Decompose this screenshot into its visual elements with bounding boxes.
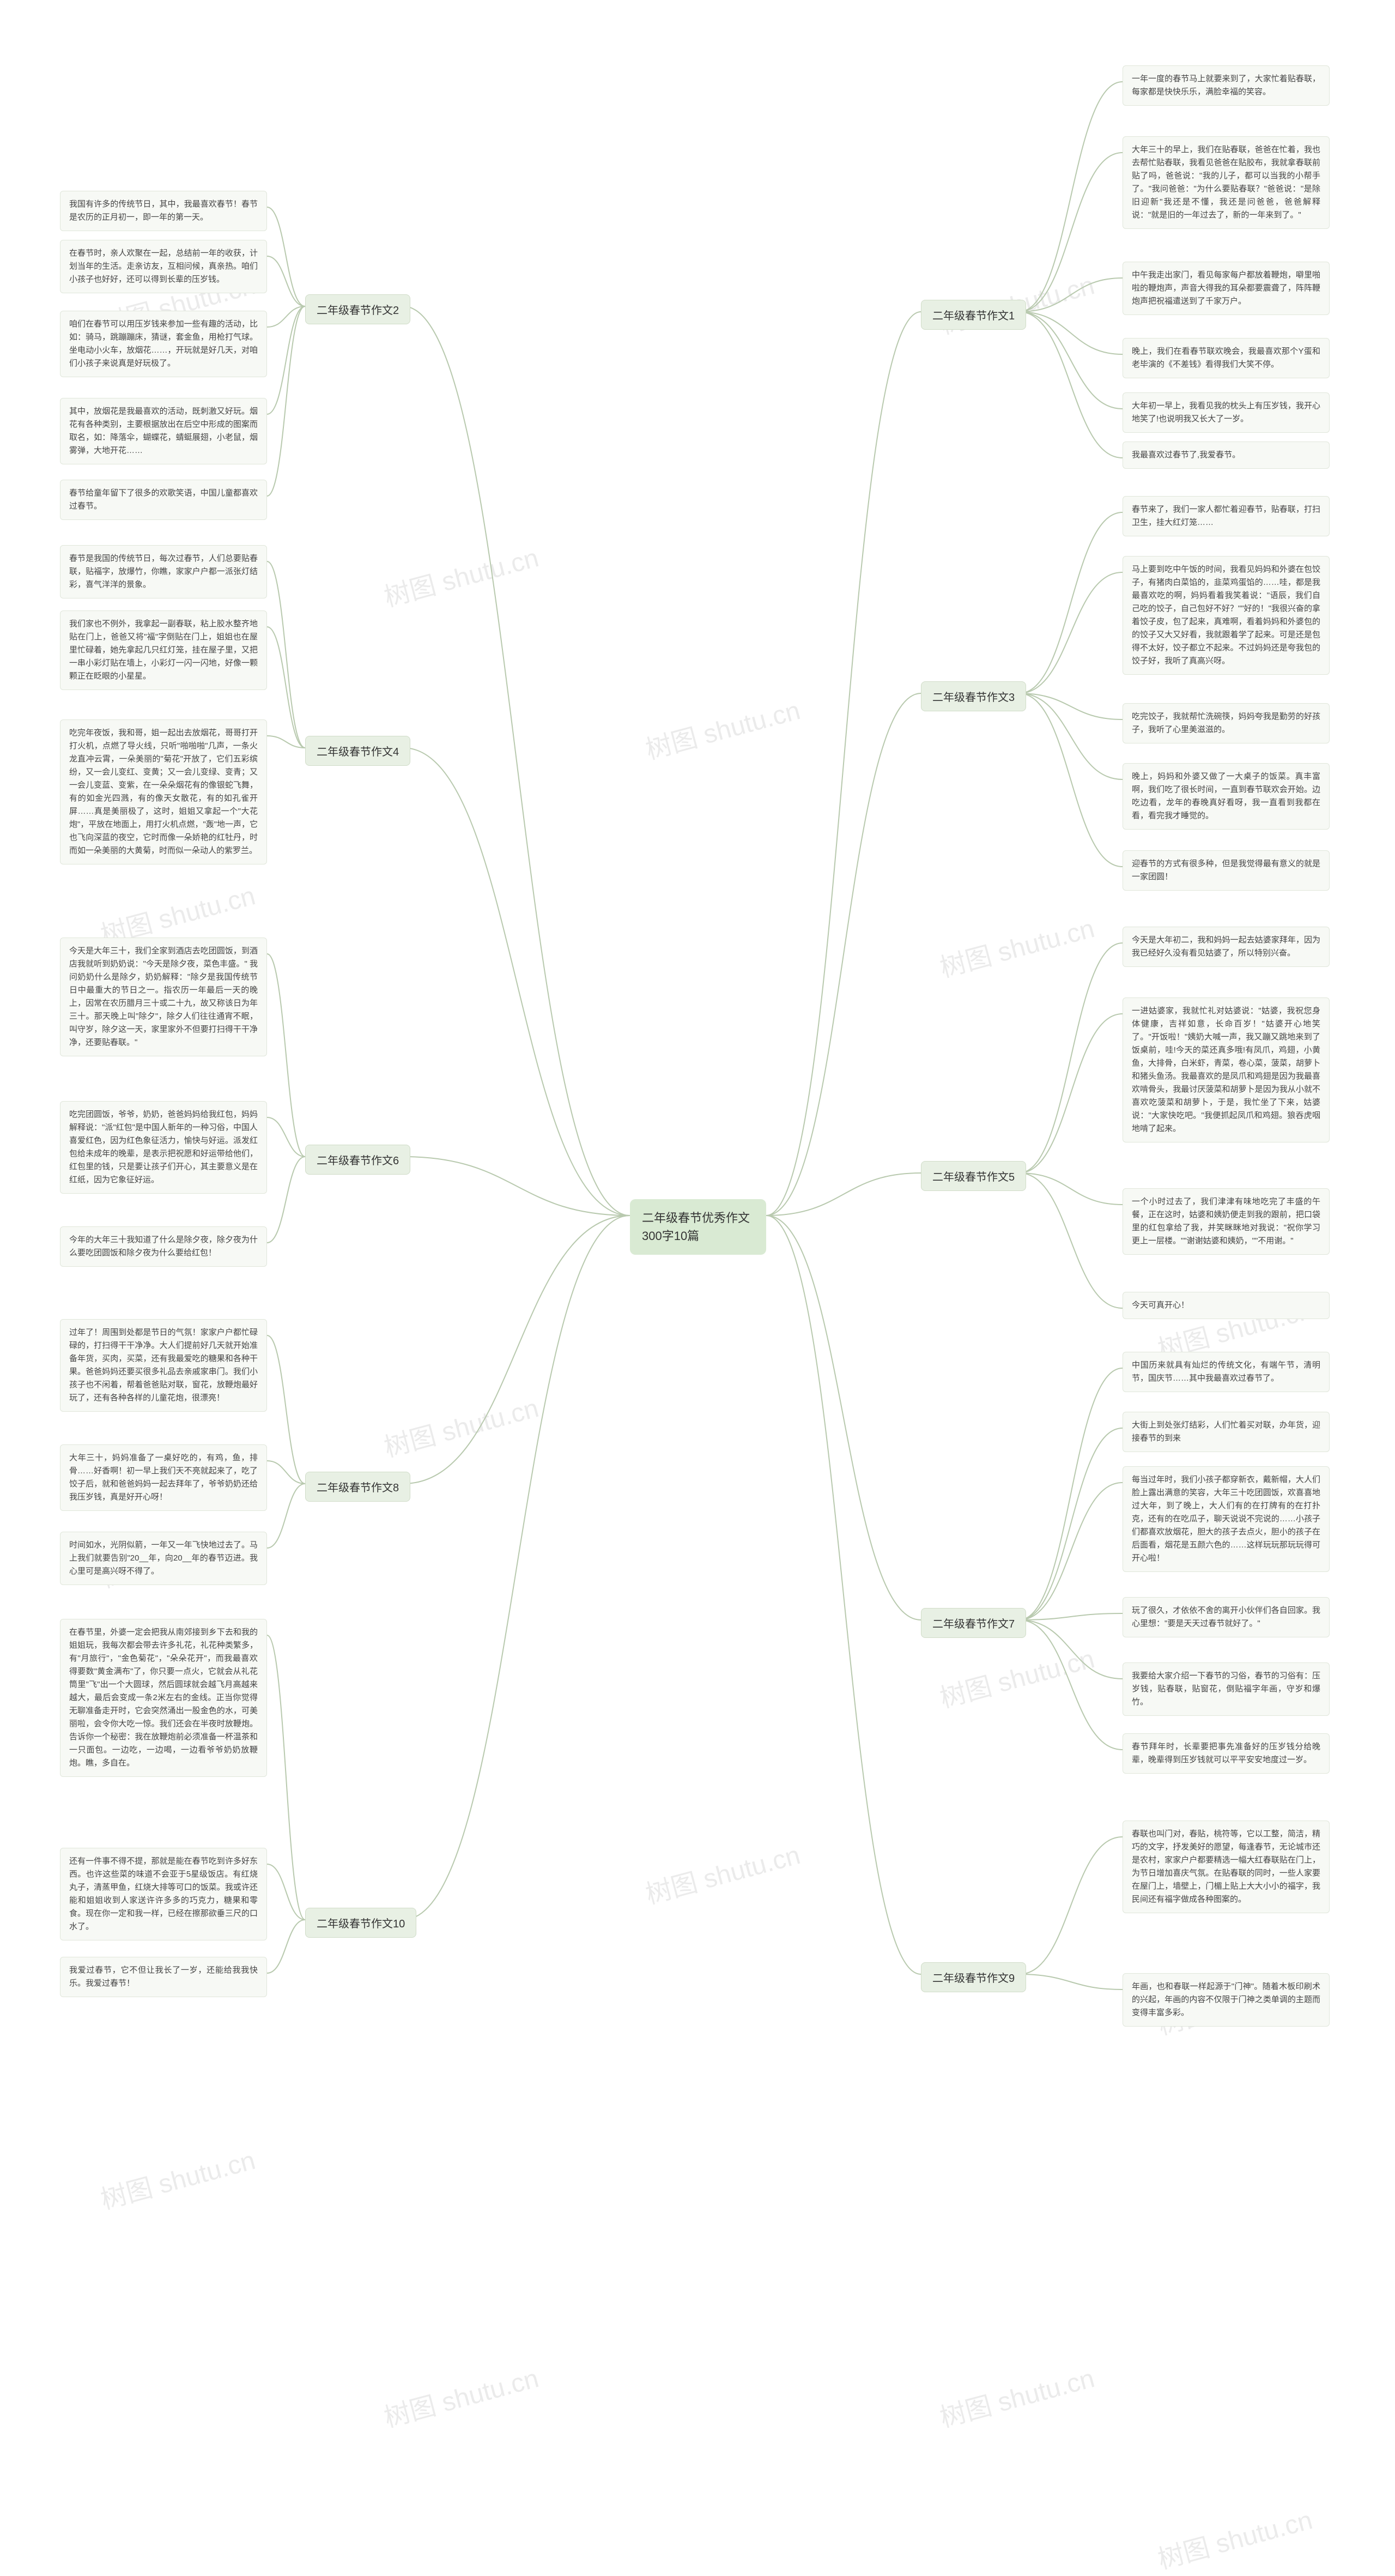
leaf-node: 过年了！周围到处都是节日的气氛！家家户户都忙碌碌的，打扫得干干净净。大人们提前好… <box>60 1319 267 1412</box>
leaf-node: 今天是大年三十，我们全家到酒店去吃团圆饭，到酒店我就听到奶奶说："今天是除夕夜，… <box>60 938 267 1056</box>
watermark: 树图 shutu.cn <box>935 2357 1098 2435</box>
watermark: 树图 shutu.cn <box>1153 2499 1316 2576</box>
watermark: 树图 shutu.cn <box>379 2357 542 2435</box>
leaf-node: 其中，放烟花是我最喜欢的活动，既刺激又好玩。烟花有各种类别，主要根据放出在后空中… <box>60 398 267 464</box>
leaf-node: 大年三十的早上，我们在贴春联，爸爸在忙着，我也去帮忙贴春联，我看见爸爸在贴胶布，… <box>1123 136 1330 229</box>
leaf-node: 大年初一早上，我看见我的枕头上有压岁钱，我开心地笑了!也说明我又长大了一岁。 <box>1123 392 1330 433</box>
leaf-node: 春联也叫门对，春贴，桃符等，它以工整，简洁，精巧的文字，抒发美好的愿望，每逢春节… <box>1123 1821 1330 1913</box>
leaf-node: 年画，也和春联一样起源于"门神"。随着木板印刷术的兴起，年画的内容不仅限于门神之… <box>1123 1973 1330 2027</box>
leaf-node: 春节给童年留下了很多的欢歌笑语，中国儿童都喜欢过春节。 <box>60 480 267 520</box>
leaf-node: 还有一件事不得不提，那就是能在春节吃到许多好东西。也许这些菜的味道不会亚于5星级… <box>60 1848 267 1940</box>
watermark: 树图 shutu.cn <box>935 1637 1098 1715</box>
leaf-node: 大年三十，妈妈准备了一桌好吃的，有鸡，鱼，排骨……好香啊！初一早上我们天不亮就起… <box>60 1444 267 1511</box>
leaf-node: 咱们在春节可以用压岁钱来参加一些有趣的活动，比如：骑马，跳蹦蹦床，猜谜，套金鱼，… <box>60 311 267 377</box>
watermark: 树图 shutu.cn <box>641 689 804 767</box>
connector-lines <box>0 0 1395 2575</box>
leaf-node: 时间如水，光阴似箭，一年又一年飞快地过去了。马上我们就要告别"20__年，向20… <box>60 1532 267 1585</box>
leaf-node: 玩了很久，才依依不舍的离开小伙伴们各自回家。我心里想："要是天天过春节就好了。" <box>1123 1597 1330 1637</box>
branch-header: 二年级春节作文6 <box>305 1145 410 1175</box>
leaf-node: 一个小时过去了，我们津津有味地吃完了丰盛的午餐，正在这时，姑婆和姨奶便走到我的跟… <box>1123 1188 1330 1255</box>
leaf-node: 今天是大年初二，我和妈妈一起去姑婆家拜年，因为我已经好久没有看见姑婆了，所以特别… <box>1123 927 1330 967</box>
leaf-node: 在春节时，亲人欢聚在一起，总结前一年的收获，计划当年的生活。走亲访友，互相问候，… <box>60 240 267 293</box>
watermark: 树图 shutu.cn <box>96 2139 259 2217</box>
leaf-node: 今天可真开心！ <box>1123 1292 1330 1319</box>
branch-header: 二年级春节作文2 <box>305 294 410 324</box>
center-node: 二年级春节优秀作文300字10篇 <box>630 1199 766 1255</box>
leaf-node: 吃完年夜饭，我和哥，姐一起出去放烟花，哥哥打开打火机，点燃了导火线，只听"啪啪啪… <box>60 719 267 864</box>
leaf-node: 一进姑婆家，我就忙礼对姑婆说："姑婆，我祝您身体健康，吉祥如意，长命百岁！"姑婆… <box>1123 997 1330 1142</box>
branch-header: 二年级春节作文3 <box>921 681 1026 711</box>
leaf-node: 晚上，我们在看春节联欢晚会，我最喜欢那个Y蛋和老毕演的《不差钱》看得我们大笑不停… <box>1123 338 1330 378</box>
leaf-node: 迎春节的方式有很多种，但是我觉得最有意义的就是一家团圆！ <box>1123 850 1330 891</box>
leaf-node: 春节拜年时，长辈要把事先准备好的压岁钱分给晚辈，晚辈得到压岁钱就可以平平安安地度… <box>1123 1733 1330 1774</box>
watermark: 树图 shutu.cn <box>379 1387 542 1465</box>
leaf-node: 我国有许多的传统节日，其中，我最喜欢春节！春节是农历的正月初一，即一年的第一天。 <box>60 191 267 231</box>
branch-header: 二年级春节作文4 <box>305 736 410 766</box>
leaf-node: 马上要到吃中午饭的时间，我看见妈妈和外婆在包饺子，有猪肉白菜馅的，韭菜鸡蛋馅的…… <box>1123 556 1330 675</box>
leaf-node: 在春节里，外婆一定会把我从南郊接到乡下去和我的姐姐玩，我每次都会带去许多礼花，礼… <box>60 1619 267 1777</box>
leaf-node: 中国历来就具有灿烂的传统文化，有端午节，清明节，国庆节……其中我最喜欢过春节了。 <box>1123 1352 1330 1392</box>
leaf-node: 每当过年时，我们小孩子都穿新衣，戴新帽，大人们脸上露出满意的笑容，大年三十吃团圆… <box>1123 1466 1330 1572</box>
branch-header: 二年级春节作文10 <box>305 1908 416 1938</box>
leaf-node: 今年的大年三十我知道了什么是除夕夜，除夕夜为什么要吃团圆饭和除夕夜为什么要给红包… <box>60 1226 267 1267</box>
branch-header: 二年级春节作文9 <box>921 1962 1026 1992</box>
branch-header: 二年级春节作文7 <box>921 1608 1026 1638</box>
leaf-node: 吃完饺子，我就帮忙洗碗筷，妈妈夸我是勤劳的好孩子，我听了心里美滋滋的。 <box>1123 703 1330 743</box>
leaf-node: 中午我走出家门，看见每家每户都放着鞭炮，噼里啪啦的鞭炮声，声音大得我的耳朵都要震… <box>1123 262 1330 315</box>
leaf-node: 春节是我国的传统节日，每次过春节，人们总要贴春联，贴福字，放爆竹，你瞧，家家户户… <box>60 545 267 598</box>
leaf-node: 晚上，妈妈和外婆又做了一大桌子的饭菜。真丰富啊，我们吃了很长时间，一直到春节联欢… <box>1123 763 1330 830</box>
leaf-node: 吃完团圆饭，爷爷，奶奶，爸爸妈妈给我红包，妈妈解释说："派"红包"是中国人新年的… <box>60 1101 267 1194</box>
branch-header: 二年级春节作文5 <box>921 1161 1026 1191</box>
leaf-node: 春节来了，我们一家人都忙着迎春节，贴春联，打扫卫生，挂大红灯笼…… <box>1123 496 1330 536</box>
leaf-node: 我最喜欢过春节了,我爱春节。 <box>1123 442 1330 469</box>
branch-header: 二年级春节作文8 <box>305 1472 410 1502</box>
leaf-node: 我爱过春节，它不但让我长了一岁，还能给我我快乐。我爱过春节！ <box>60 1957 267 1997</box>
leaf-node: 我要给大家介绍一下春节的习俗，春节的习俗有：压岁钱，贴春联，贴窗花，倒贴福字年画… <box>1123 1662 1330 1716</box>
watermark: 树图 shutu.cn <box>379 536 542 614</box>
leaf-node: 我们家也不例外，我拿起一副春联，粘上胶水整齐地贴在门上，爸爸又将"福"字倒贴在门… <box>60 610 267 690</box>
branch-header: 二年级春节作文1 <box>921 300 1026 330</box>
watermark: 树图 shutu.cn <box>641 1834 804 1912</box>
leaf-node: 大街上到处张灯结彩，人们忙着买对联，办年货，迎接春节的到来 <box>1123 1412 1330 1452</box>
leaf-node: 一年一度的春节马上就要来到了，大家忙着贴春联，每家都是快快乐乐，满脸幸福的笑容。 <box>1123 65 1330 106</box>
watermark: 树图 shutu.cn <box>935 907 1098 985</box>
